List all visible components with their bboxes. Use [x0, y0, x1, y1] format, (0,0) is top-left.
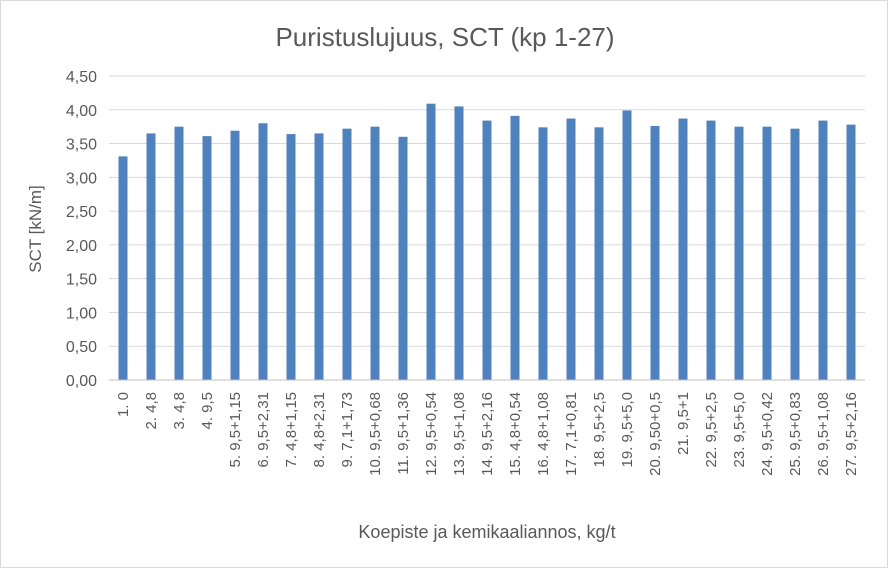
- bar: [370, 126, 380, 381]
- y-axis-label: SCT [kN/m]: [26, 185, 45, 273]
- bar: [454, 106, 464, 381]
- x-tick-label: 26. 9,5+1,08: [815, 392, 832, 476]
- x-tick-label: 16. 4,8+1,08: [535, 392, 552, 476]
- y-tick-label: 3,50: [66, 137, 97, 154]
- y-tick-label: 0,50: [66, 339, 97, 356]
- bar: [118, 156, 128, 380]
- bar: [846, 124, 856, 380]
- y-tick-label: 2,50: [66, 204, 97, 221]
- y-tick-label: 1,50: [66, 272, 97, 289]
- bar: [258, 123, 268, 381]
- chart-title: Puristuslujuus, SCT (kp 1-27): [275, 22, 614, 52]
- bar: [398, 136, 408, 380]
- bar: [790, 128, 800, 380]
- x-tick-label: 21. 9,5+1: [675, 392, 692, 455]
- y-tick-label: 4,00: [66, 103, 97, 120]
- x-tick-label: 15. 4,8+0,54: [507, 392, 524, 476]
- bar: [566, 118, 576, 380]
- x-tick-label: 5. 9,5+1,15: [227, 392, 244, 467]
- bar: [230, 130, 240, 380]
- x-tick-label: 18. 9,5+2,5: [591, 392, 608, 467]
- bar: [174, 126, 184, 381]
- x-tick-label: 8. 4,8+2,31: [311, 392, 328, 467]
- x-tick-labels: 1. 0 2. 4,8 3. 4,8 4. 9,5 5. 9,5+1,15 6. 9,5+…: [115, 392, 860, 476]
- x-tick-label: 1. 0: [115, 392, 132, 417]
- y-tick-labels: 0,00 0,50 1,00 1,50 2,00 2,50 3,00 3,50 4,00 4,50: [66, 69, 97, 390]
- x-tick-label: 9. 7,1+1,73: [339, 392, 356, 467]
- bar: [482, 120, 492, 380]
- x-tick-label: 25. 9,5+0,83: [787, 392, 804, 476]
- bar: [706, 120, 716, 380]
- bars: [118, 103, 856, 381]
- bar: [202, 136, 212, 380]
- x-tick-label: 19. 9,5+5,0: [619, 392, 636, 467]
- bar: [622, 110, 632, 380]
- bar: [286, 134, 296, 380]
- bar: [342, 128, 352, 380]
- bar: [426, 103, 436, 380]
- x-tick-label: 12. 9,5+0,54: [423, 392, 440, 476]
- bar: [314, 133, 324, 380]
- x-tick-label: 10. 9,5+0,68: [367, 392, 384, 476]
- x-axis-label: Koepiste ja kemikaaliannos, kg/t: [358, 522, 615, 542]
- x-tick-label: 13. 9,5+1,08: [451, 392, 468, 476]
- x-tick-label: 24. 9,5+0,42: [759, 392, 776, 476]
- x-tick-label: 6. 9,5+2,31: [255, 392, 272, 467]
- bar: [678, 118, 688, 380]
- x-tick-label: 22. 9,5+2,5: [703, 392, 720, 467]
- bar: [538, 127, 548, 380]
- y-tick-label: 3,00: [66, 170, 97, 187]
- y-tick-label: 0,00: [66, 373, 97, 390]
- x-tick-label: 23. 9,5+5,0: [731, 392, 748, 467]
- x-tick-label: 2. 4,8: [143, 392, 160, 430]
- bar: [146, 133, 156, 380]
- x-tick-label: 3. 4,8: [171, 392, 188, 430]
- y-tick-label: 1,00: [66, 305, 97, 322]
- bar: [650, 125, 660, 380]
- y-tick-label: 4,50: [66, 69, 97, 86]
- x-tick-label: 17. 7,1+0,81: [563, 392, 580, 476]
- bar: [734, 126, 744, 381]
- bar: [762, 126, 772, 381]
- x-tick-label: 14. 9,5+2,16: [479, 392, 496, 476]
- x-tick-label: 11. 9,5+1,36: [395, 392, 412, 475]
- x-tick-label: 20. 9,50+0,5: [647, 392, 664, 476]
- x-tick-label: 4. 9,5: [199, 392, 216, 430]
- x-tick-label: 7. 4,8+1,15: [283, 392, 300, 467]
- bar: [510, 115, 520, 380]
- bar: [594, 127, 604, 380]
- x-tick-label: 27. 9,5+2,16: [843, 392, 860, 476]
- bar: [818, 120, 828, 380]
- y-tick-label: 2,00: [66, 238, 97, 255]
